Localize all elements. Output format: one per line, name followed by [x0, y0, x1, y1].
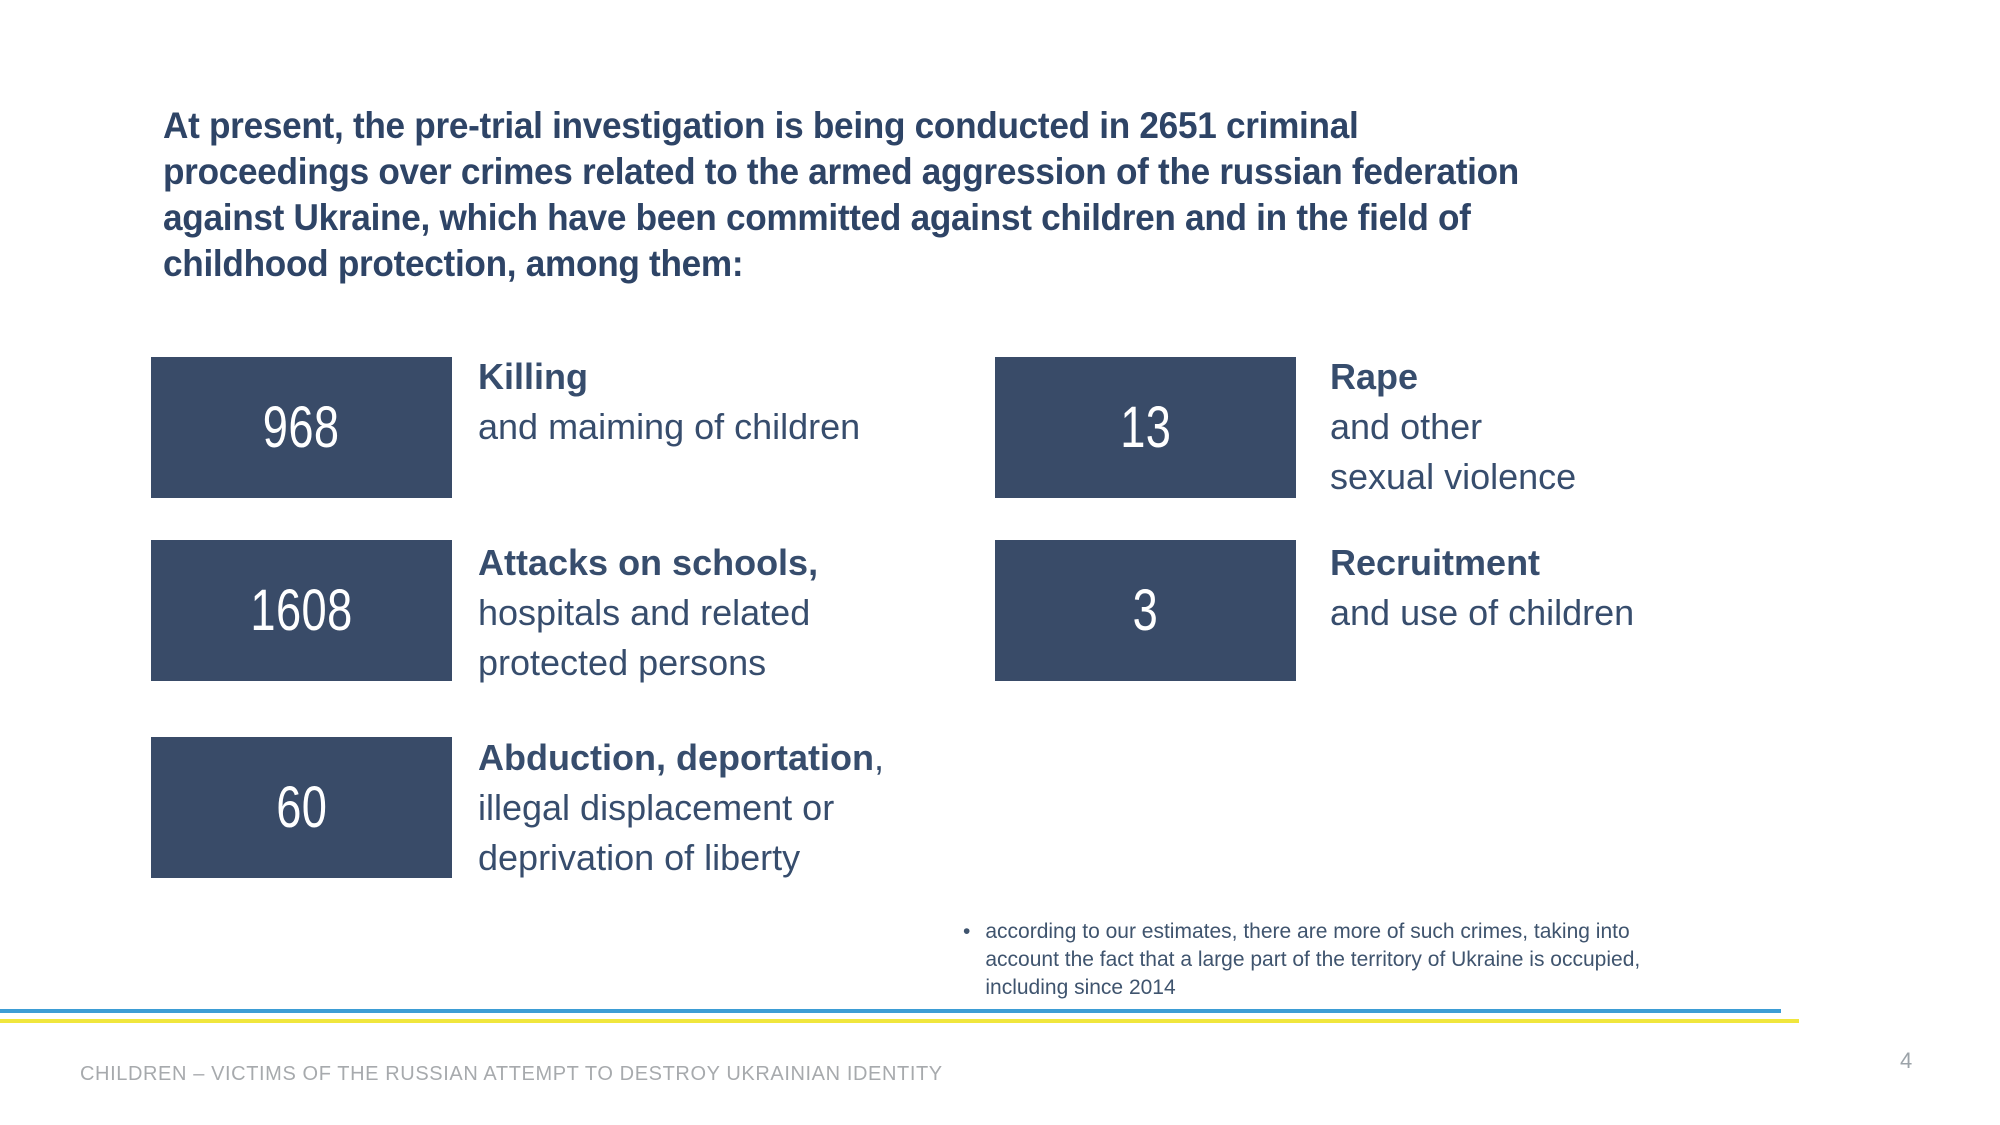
stat-value-attacks: 1608	[250, 578, 353, 643]
footer-title: CHILDREN – VICTIMS OF THE RUSSIAN ATTEMP…	[80, 1063, 943, 1085]
stat-heading-suffix: ,	[873, 737, 884, 778]
title-line: against Ukraine, which have been committ…	[163, 197, 1471, 238]
footnote-line: according to our estimates, there are mo…	[985, 920, 1630, 943]
footnote-line: account the fact that a large part of th…	[985, 948, 1641, 971]
stat-label-line: protected persons	[478, 642, 767, 683]
stat-value-abduction: 60	[275, 775, 328, 840]
flag-line-blue	[0, 1009, 1781, 1013]
footnote-text: according to our estimates, there are mo…	[985, 918, 1640, 1002]
stat-box-rape: 13	[995, 357, 1296, 498]
stat-label-killing: Killing and maiming of children	[478, 352, 860, 452]
page-number: 4	[1900, 1048, 1913, 1073]
title-line: childhood protection, among them:	[163, 243, 744, 284]
flag-line-yellow	[0, 1019, 1799, 1023]
stat-box-killing: 968	[151, 357, 452, 498]
stat-value-recruitment: 3	[1132, 578, 1159, 643]
stat-label-line: illegal displacement or	[478, 787, 835, 828]
stat-label-line: and maiming of children	[478, 406, 861, 447]
stat-label-line: deprivation of liberty	[478, 837, 801, 878]
bullet-icon: •	[963, 920, 971, 943]
slide-title: At present, the pre-trial investigation …	[163, 103, 1519, 287]
stat-label-recruitment: Recruitment and use of children	[1330, 538, 1634, 638]
stat-value-killing: 968	[263, 395, 340, 460]
stat-label-line: and other	[1330, 406, 1483, 447]
footnote-line: including since 2014	[985, 976, 1176, 999]
stat-label-abduction: Abduction, deportation, illegal displace…	[478, 733, 884, 883]
stat-heading: Rape	[1330, 356, 1419, 397]
title-line: At present, the pre-trial investigation …	[163, 105, 1359, 146]
stat-label-line: hospitals and related	[478, 592, 811, 633]
stat-heading: Attacks on schools,	[478, 542, 819, 583]
stat-box-recruitment: 3	[995, 540, 1296, 681]
stat-label-line: sexual violence	[1330, 456, 1577, 497]
stat-heading: Recruitment	[1330, 542, 1541, 583]
stat-label-rape: Rape and other sexual violence	[1330, 352, 1576, 502]
stat-heading: Abduction, deportation	[478, 737, 874, 778]
stat-box-attacks: 1608	[151, 540, 452, 681]
footnote: • according to our estimates, there are …	[963, 918, 1640, 1002]
title-line: proceedings over crimes related to the a…	[163, 151, 1519, 192]
stat-box-abduction: 60	[151, 737, 452, 878]
stat-label-line: and use of children	[1330, 592, 1635, 633]
stat-label-attacks: Attacks on schools, hospitals and relate…	[478, 538, 818, 688]
stat-heading: Killing	[478, 356, 588, 397]
stat-value-rape: 13	[1119, 395, 1172, 460]
